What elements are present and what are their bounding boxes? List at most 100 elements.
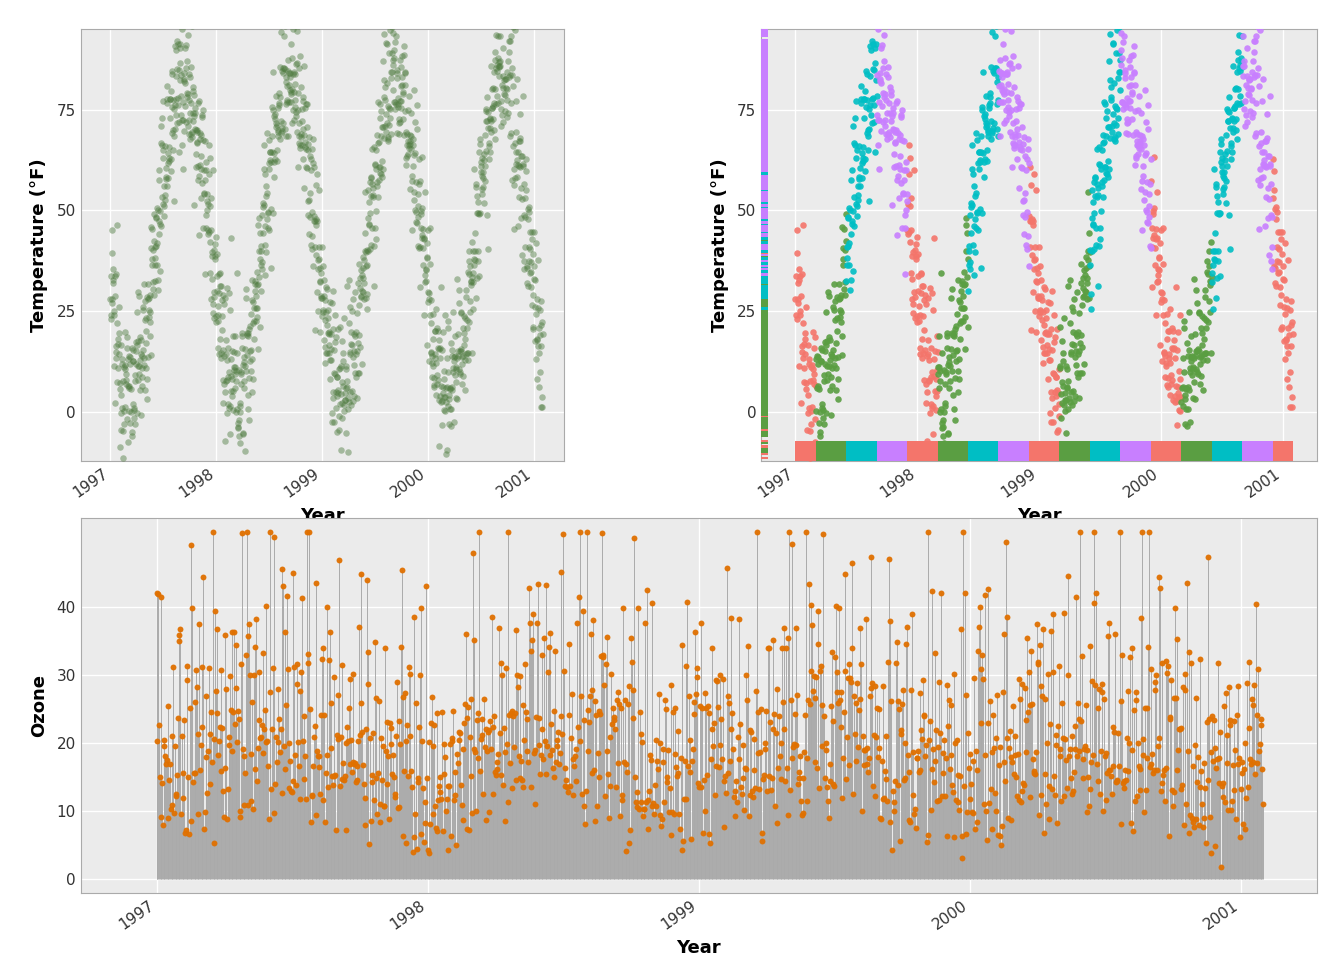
Point bbox=[254, 219, 276, 234]
Point bbox=[747, 745, 769, 760]
Point bbox=[116, 372, 137, 388]
Summer bbox=[1212, 169, 1234, 184]
Bar bbox=[761, 368, 767, 370]
Winter bbox=[804, 376, 825, 392]
Point bbox=[917, 835, 938, 851]
Bar bbox=[761, 231, 767, 233]
Point bbox=[757, 640, 778, 656]
Autumn bbox=[1249, 138, 1270, 154]
Point bbox=[297, 193, 319, 208]
Winter bbox=[1039, 406, 1060, 421]
Point bbox=[191, 161, 212, 177]
Point bbox=[410, 279, 431, 295]
Point bbox=[300, 148, 321, 163]
Point bbox=[211, 308, 233, 324]
Bar bbox=[761, 327, 767, 329]
Point bbox=[394, 38, 415, 54]
Bar bbox=[761, 348, 767, 349]
Summer bbox=[962, 166, 984, 181]
Point bbox=[253, 197, 274, 212]
Point bbox=[841, 640, 863, 656]
Spring bbox=[812, 410, 833, 425]
Bar bbox=[761, 271, 767, 274]
Bar bbox=[761, 314, 767, 316]
Bar bbox=[761, 353, 767, 356]
Bar bbox=[761, 359, 767, 361]
Bar bbox=[761, 144, 767, 146]
Bar bbox=[761, 349, 767, 352]
Point bbox=[495, 87, 516, 103]
Bar bbox=[761, 193, 767, 195]
Point bbox=[102, 291, 124, 306]
Summer bbox=[1105, 130, 1126, 145]
Bar bbox=[761, 128, 767, 130]
Point bbox=[255, 734, 277, 750]
Point bbox=[194, 162, 215, 178]
Bar bbox=[761, 282, 767, 285]
Point bbox=[1116, 772, 1137, 787]
Point bbox=[251, 645, 273, 660]
Point bbox=[978, 795, 1000, 810]
Winter bbox=[1152, 308, 1173, 324]
Bar bbox=[761, 99, 767, 102]
Point bbox=[991, 818, 1012, 833]
Point bbox=[482, 122, 504, 137]
Point bbox=[175, 75, 196, 90]
Point bbox=[413, 780, 434, 796]
Bar bbox=[761, 144, 767, 147]
Point bbox=[1095, 746, 1117, 761]
Winter bbox=[913, 346, 934, 361]
Bar bbox=[761, 251, 767, 252]
Bar bbox=[761, 315, 767, 317]
Summer bbox=[961, 197, 982, 212]
Bar bbox=[761, 431, 767, 433]
Point bbox=[160, 163, 181, 179]
Summer bbox=[851, 91, 872, 107]
Point bbox=[778, 807, 800, 823]
Autumn bbox=[876, 106, 898, 121]
Point bbox=[437, 398, 458, 414]
Autumn bbox=[1009, 97, 1031, 112]
Summer bbox=[984, 60, 1005, 76]
Bar bbox=[761, 227, 767, 228]
Bar bbox=[761, 356, 767, 358]
Bar bbox=[761, 111, 767, 113]
Point bbox=[359, 217, 380, 232]
Spring bbox=[937, 341, 958, 356]
Point bbox=[255, 598, 277, 613]
Point bbox=[1055, 752, 1077, 767]
Point bbox=[511, 210, 532, 226]
Point bbox=[301, 204, 323, 220]
Bar bbox=[761, 401, 767, 403]
Autumn bbox=[867, 22, 888, 37]
Bar bbox=[761, 179, 767, 180]
Point bbox=[452, 356, 473, 372]
Autumn bbox=[880, 84, 902, 99]
Point bbox=[392, 84, 414, 100]
Point bbox=[999, 723, 1020, 738]
Bar bbox=[761, 224, 767, 227]
Y-axis label: Temperature (°F): Temperature (°F) bbox=[711, 158, 728, 331]
Winter bbox=[1153, 346, 1175, 361]
Point bbox=[332, 374, 353, 390]
Point bbox=[233, 354, 254, 370]
Point bbox=[215, 346, 237, 361]
Spring bbox=[1077, 291, 1098, 306]
Point bbox=[825, 598, 847, 613]
Point bbox=[234, 373, 255, 389]
Point bbox=[343, 666, 364, 682]
Bar bbox=[761, 149, 767, 152]
Winter bbox=[896, 223, 918, 238]
Point bbox=[245, 276, 266, 292]
Spring bbox=[1179, 361, 1200, 376]
Bar bbox=[761, 105, 767, 107]
Autumn bbox=[1124, 104, 1145, 119]
Spring bbox=[952, 289, 973, 304]
Bar bbox=[761, 146, 767, 149]
Point bbox=[484, 64, 505, 80]
Winter bbox=[796, 375, 817, 391]
Point bbox=[515, 239, 536, 254]
Point bbox=[368, 694, 390, 709]
Point bbox=[183, 113, 204, 129]
Bar bbox=[761, 217, 767, 220]
